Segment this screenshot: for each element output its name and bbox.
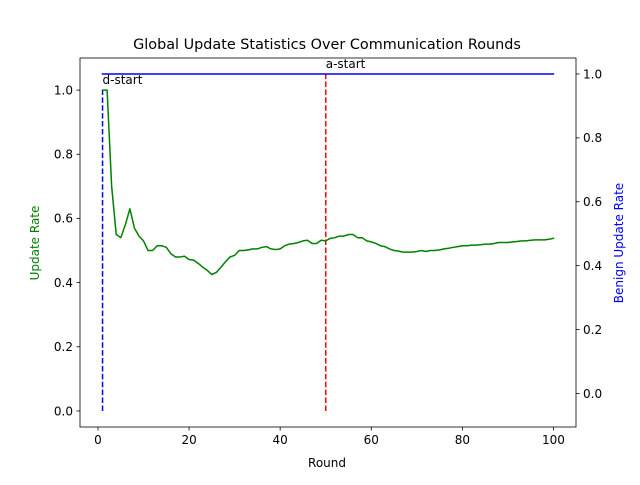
y-axis-left-title: Update Rate: [28, 206, 42, 281]
plot-area: d-start a-start: [101, 57, 555, 411]
series-line-update-rate: [101, 89, 555, 276]
y-left-tick-label: 0.4: [54, 276, 73, 290]
y-right-tick-label: 0.0: [583, 387, 602, 401]
y-axis-right-title: Benign Update Rate: [612, 183, 626, 303]
y-left-tick-label: 0.8: [54, 148, 73, 162]
x-tick-label: 0: [94, 433, 102, 447]
vline-label-d-start: d-start: [103, 73, 143, 87]
x-tick-label: 100: [542, 433, 565, 447]
chart-title: Global Update Statistics Over Communicat…: [133, 37, 521, 53]
y-right-tick-label: 0.6: [583, 195, 602, 209]
axes-frame: [79, 57, 577, 428]
vline-label-a-start: a-start: [326, 57, 366, 71]
x-tick-label: 20: [181, 433, 196, 447]
axis-ticks: 0 20 40 60 80 100 0.0 0.2 0.4 0.6 0.8 1.0 0.0 0.2 0.4 0…: [54, 67, 602, 447]
y-left-tick-label: 0.6: [54, 212, 73, 226]
y-right-tick-label: 1.0: [583, 67, 602, 81]
y-left-tick-label: 0.0: [54, 404, 73, 418]
x-tick-label: 40: [273, 433, 288, 447]
y-left-tick-label: 0.2: [54, 340, 73, 354]
y-right-tick-label: 0.2: [583, 323, 602, 337]
x-tick-label: 60: [364, 433, 379, 447]
x-tick-label: 80: [455, 433, 470, 447]
x-axis-title: Round: [308, 456, 346, 470]
axes-spines: [79, 57, 577, 428]
y-left-tick-label: 1.0: [54, 83, 73, 97]
y-right-tick-label: 0.4: [583, 259, 602, 273]
y-right-tick-label: 0.8: [583, 131, 602, 145]
